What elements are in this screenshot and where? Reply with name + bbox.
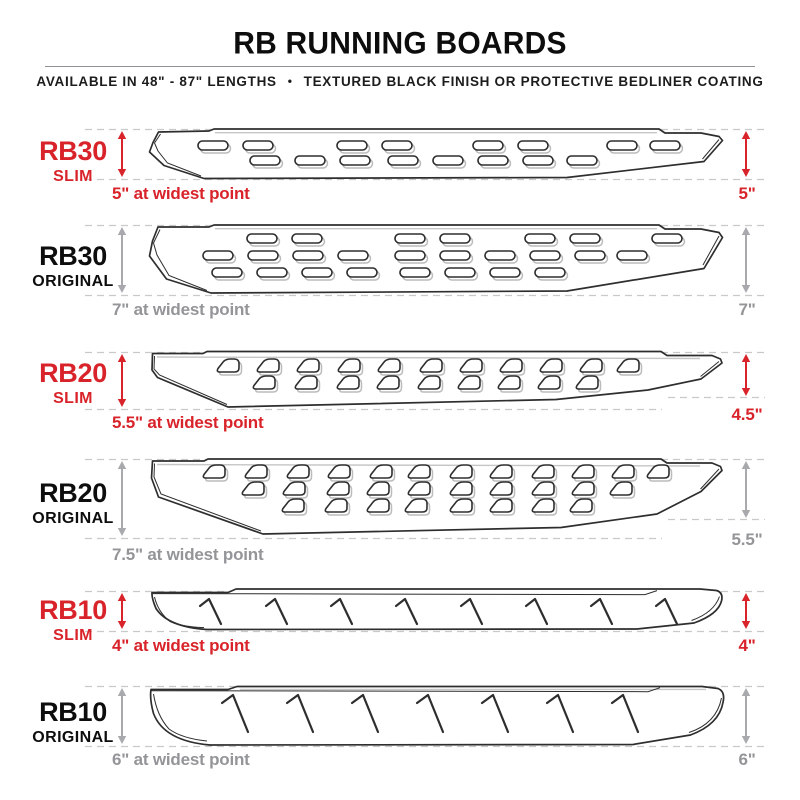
row-label-rb30-slim: RB30 SLIM	[14, 138, 132, 185]
rb20-original-drawing	[150, 458, 723, 535]
subtitle-finish: TEXTURED BLACK FINISH OR PROTECTIVE BEDL…	[303, 74, 764, 89]
page-title: RB RUNNING BOARDS	[233, 25, 567, 61]
model-name: RB10	[39, 595, 107, 625]
rb30-original-drawing	[148, 224, 724, 294]
model-name: RB10	[39, 697, 107, 727]
row-label-rb20-slim: RB20 SLIM	[14, 360, 132, 407]
width-arrow-rb20-original-left	[117, 461, 127, 536]
end-width-label-rb20-original: 5.5"	[731, 530, 763, 549]
width-arrow-rb10-slim-right	[741, 593, 751, 629]
variant-name: SLIM	[53, 168, 93, 185]
row-label-rb10-original: RB10 ORIGINAL	[14, 699, 132, 746]
width-arrow-rb30-original-left	[117, 227, 127, 293]
row-label-rb20-original: RB20 ORIGINAL	[14, 480, 132, 527]
model-name: RB30	[39, 136, 107, 166]
model-name: RB20	[39, 358, 107, 388]
end-width-label-rb30-original: 7"	[738, 300, 756, 319]
width-arrow-rb20-slim-right	[741, 354, 751, 396]
widest-point-label-rb30-original: 7" at widest point	[112, 300, 250, 319]
variant-name: ORIGINAL	[32, 273, 114, 290]
rb10-slim-drawing	[151, 588, 723, 631]
width-arrow-rb10-original-left	[117, 688, 127, 744]
end-width-label-rb20-slim: 4.5"	[731, 405, 763, 424]
subtitle-lengths: AVAILABLE IN 48" - 87" LENGTHS	[36, 74, 277, 89]
width-arrow-rb20-slim-left	[117, 354, 127, 407]
widest-point-label-rb20-slim: 5.5" at widest point	[112, 413, 264, 432]
variant-name: SLIM	[53, 627, 93, 644]
end-width-label-rb10-slim: 4"	[738, 636, 756, 655]
subtitle-bullet-separator: •	[287, 74, 293, 88]
variant-name: ORIGINAL	[32, 510, 114, 527]
extent-dashed-lines	[85, 128, 765, 748]
title-divider	[45, 66, 755, 67]
row-label-rb30-original: RB30 ORIGINAL	[14, 243, 132, 290]
width-arrow-rb10-original-right	[741, 688, 751, 744]
width-arrow-rb10-slim-left	[117, 593, 127, 629]
width-arrow-rb30-slim-right	[741, 131, 751, 177]
model-name: RB20	[39, 478, 107, 508]
rb20-slim-drawing	[151, 350, 723, 408]
widest-point-label-rb10-slim: 4" at widest point	[112, 636, 250, 655]
width-arrow-rb30-slim-left	[117, 131, 127, 177]
rb10-original-drawing	[149, 685, 725, 746]
variant-name: ORIGINAL	[32, 729, 114, 746]
width-arrow-rb30-original-right	[741, 227, 751, 293]
end-width-label-rb10-original: 6"	[738, 750, 756, 769]
variant-name: SLIM	[53, 390, 93, 407]
row-label-rb10-slim: RB10 SLIM	[14, 597, 132, 644]
width-arrow-rb20-original-right	[741, 461, 751, 518]
rb30-slim-drawing	[148, 128, 724, 180]
model-name: RB30	[39, 241, 107, 271]
widest-point-label-rb20-original: 7.5" at widest point	[112, 545, 264, 564]
widest-point-label-rb30-slim: 5" at widest point	[112, 184, 250, 203]
widest-point-label-rb10-original: 6" at widest point	[112, 750, 250, 769]
subtitle: AVAILABLE IN 48" - 87" LENGTHS • TEXTURED …	[0, 74, 800, 89]
end-width-label-rb30-slim: 5"	[738, 184, 756, 203]
